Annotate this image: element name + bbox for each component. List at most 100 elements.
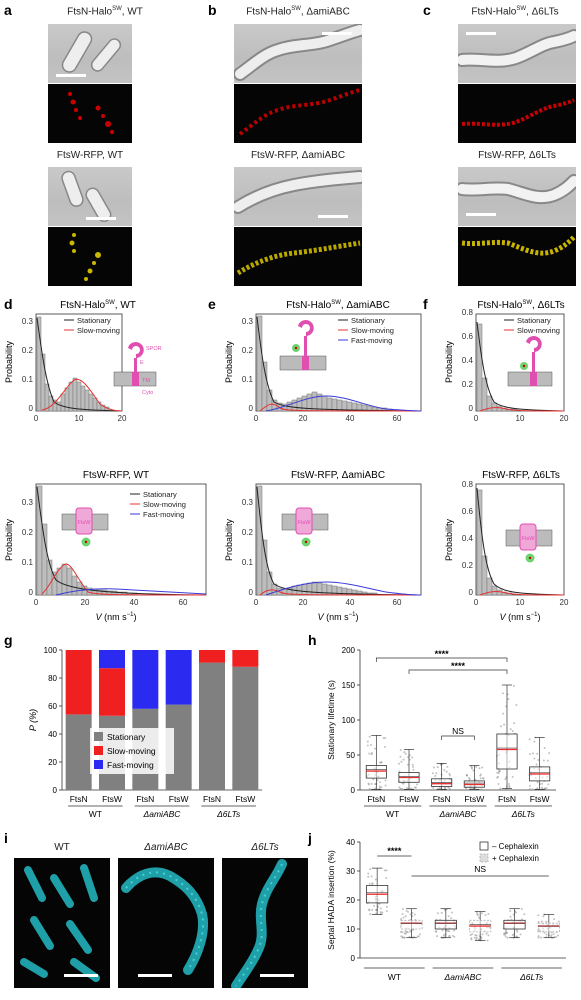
box-point [528, 788, 531, 791]
svg-text:Probability: Probability [224, 340, 234, 383]
svg-text:0.2: 0.2 [462, 561, 474, 570]
box-point [385, 877, 388, 880]
box-point [450, 911, 453, 914]
h-ns: NS [452, 726, 464, 736]
box-rect [503, 919, 526, 930]
stacked-bar-chart-g: 0 20 40 60 80 100 P (%) FtsN FtsW FtsN FtsW FtsN Fts… [28, 646, 262, 819]
box-point [370, 744, 373, 747]
svg-text:Stationary: Stationary [143, 490, 177, 499]
box-point [404, 752, 407, 755]
box-point [366, 744, 369, 747]
box-point [445, 770, 448, 773]
box-point [545, 920, 548, 923]
box-ylabel: Septal HADA insertion (%) [326, 850, 336, 950]
box-point [434, 775, 437, 778]
box-point [507, 697, 510, 700]
g-ytick: 100 [44, 646, 58, 655]
box-point [470, 938, 473, 941]
histogram-d-bottom: FtsW-RFP, WT 0 0.1 0.2 0.3 0 20 40 60 Probabil… [4, 470, 207, 622]
svg-text:0.2: 0.2 [462, 380, 474, 389]
box-point [540, 936, 543, 939]
box-point [367, 872, 370, 875]
box-point [545, 933, 548, 936]
box-point [384, 779, 387, 782]
title-a-bottom: FtsW-RFP, WT [56, 150, 124, 161]
svg-text:0.1: 0.1 [22, 558, 34, 567]
panel-label-b: b [208, 2, 217, 18]
box-point [381, 911, 384, 914]
box-point [436, 766, 439, 769]
box-point [537, 920, 540, 923]
box-point [505, 931, 508, 934]
box-point [481, 933, 484, 936]
box-point [464, 787, 467, 790]
box-ytick: 0 [351, 954, 356, 963]
svg-text:0.6: 0.6 [462, 332, 474, 341]
box-point [409, 913, 412, 916]
svg-text:SPOR: SPOR [146, 346, 162, 352]
box-rect [431, 778, 453, 787]
box-point [496, 771, 499, 774]
box-rect [434, 919, 457, 930]
panel-label-j: j [308, 830, 312, 846]
svg-text:20: 20 [299, 598, 308, 607]
box-point [537, 758, 540, 761]
box-point [370, 782, 373, 785]
g-bar-segment [232, 666, 259, 790]
box-point [537, 936, 540, 939]
box-point [400, 918, 403, 921]
box-point [515, 929, 518, 932]
box-point [470, 767, 473, 770]
svg-text:0: 0 [34, 598, 39, 607]
h-xtick: FtsW [399, 794, 419, 804]
svg-text:0: 0 [474, 414, 479, 423]
box-point [553, 918, 556, 921]
box-point [480, 788, 483, 791]
box-point [511, 775, 514, 778]
svg-text:Slow-moving: Slow-moving [351, 326, 394, 335]
panel-label-c: c [423, 2, 431, 18]
title-b-bottom: FtsW-RFP, ΔamiABC [250, 150, 346, 161]
box-point [398, 762, 401, 765]
box-point [371, 908, 374, 911]
box-point [502, 712, 505, 715]
box-point [533, 740, 536, 743]
box-point [484, 914, 487, 917]
svg-text:20: 20 [118, 414, 127, 423]
box-point [448, 935, 451, 938]
g-group-label: Δ6LTs [216, 809, 241, 819]
box-point [369, 913, 372, 916]
box-point [533, 757, 536, 760]
svg-text:FtsW: FtsW [298, 520, 312, 526]
svg-text:0.2: 0.2 [242, 346, 254, 355]
box-point [550, 931, 553, 934]
svg-text:0: 0 [469, 588, 474, 597]
box-ytick: 100 [342, 716, 356, 725]
svg-text:Fast-moving: Fast-moving [143, 510, 184, 519]
g-bar-segment [199, 650, 225, 663]
box-point [416, 783, 419, 786]
box-point [406, 787, 409, 790]
svg-text:0.3: 0.3 [22, 317, 34, 326]
box-point [516, 930, 519, 933]
box-point [476, 914, 479, 917]
micrograph-c-top-brightfield [458, 24, 576, 83]
panel-label-e: e [208, 296, 216, 312]
box-point [436, 935, 439, 938]
h-xtick: FtsN [433, 794, 451, 804]
box-point [515, 704, 518, 707]
histogram-panels-def: FtsN-HaloSW, WT 0 0.1 0.2 0.3 0 10 20 Probabi… [4, 300, 569, 622]
box-point [545, 787, 548, 790]
box-point [536, 752, 539, 755]
title-i-ami: ΔamiABC [144, 842, 188, 853]
svg-text:0.1: 0.1 [242, 375, 254, 384]
box-point [497, 782, 500, 785]
box-point [505, 929, 508, 932]
box-point [465, 774, 468, 777]
box-ytick: 0 [351, 786, 356, 795]
g-legend: Stationary Slow-moving Fast-moving [90, 728, 174, 774]
h-xtick: FtsN [498, 794, 516, 804]
box-point [436, 912, 439, 915]
box-point [401, 913, 404, 916]
box-point [401, 936, 404, 939]
